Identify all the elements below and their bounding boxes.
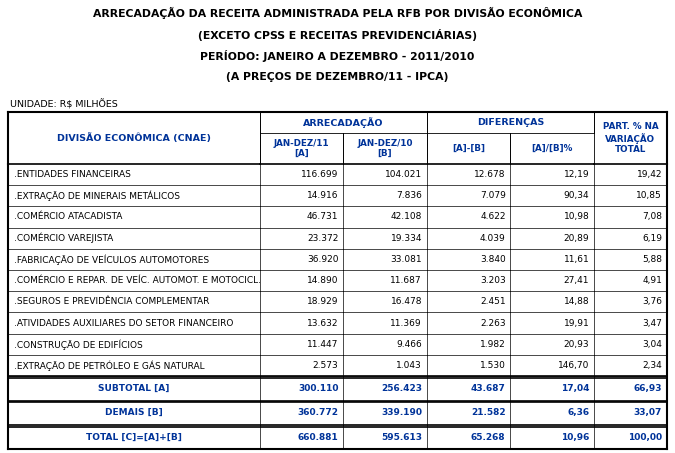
- Text: .CONSTRUÇÃO DE EDIFÍCIOS: .CONSTRUÇÃO DE EDIFÍCIOS: [14, 339, 142, 350]
- Text: .EXTRAÇÃO DE MINERAIS METÁLICOS: .EXTRAÇÃO DE MINERAIS METÁLICOS: [14, 190, 180, 201]
- Text: 14.916: 14.916: [307, 191, 338, 200]
- Text: 4.622: 4.622: [480, 212, 506, 222]
- Text: .COMÉRCIO VAREJISTA: .COMÉRCIO VAREJISTA: [14, 233, 113, 243]
- Text: 3,76: 3,76: [642, 297, 662, 306]
- Text: 7.079: 7.079: [480, 191, 506, 200]
- Text: 2.573: 2.573: [313, 361, 338, 370]
- Text: 12,19: 12,19: [564, 170, 589, 179]
- Text: 13.632: 13.632: [307, 318, 338, 328]
- Text: .ENTIDADES FINANCEIRAS: .ENTIDADES FINANCEIRAS: [14, 170, 130, 179]
- Text: 10,96: 10,96: [561, 433, 589, 442]
- Text: 10,98: 10,98: [564, 212, 589, 222]
- Text: 660.881: 660.881: [298, 433, 338, 442]
- Text: 256.423: 256.423: [381, 384, 422, 393]
- Text: 104.021: 104.021: [385, 170, 422, 179]
- Text: UNIDADE: R$ MILHÕES: UNIDADE: R$ MILHÕES: [10, 99, 118, 110]
- Text: PART. % NA
VARIAÇÃO
TOTAL: PART. % NA VARIAÇÃO TOTAL: [603, 122, 658, 154]
- Text: 1.530: 1.530: [480, 361, 506, 370]
- Text: PERÍODO: JANEIRO A DEZEMBRO - 2011/2010: PERÍODO: JANEIRO A DEZEMBRO - 2011/2010: [200, 50, 475, 62]
- Text: 3.203: 3.203: [480, 276, 506, 285]
- Text: 33,07: 33,07: [634, 408, 662, 417]
- Text: .SEGUROS E PREVIDÊNCIA COMPLEMENTAR: .SEGUROS E PREVIDÊNCIA COMPLEMENTAR: [14, 297, 209, 306]
- Text: 21.582: 21.582: [471, 408, 506, 417]
- Text: (EXCETO CPSS E RECEITAS PREVIDENCIÁRIAS): (EXCETO CPSS E RECEITAS PREVIDENCIÁRIAS): [198, 29, 477, 40]
- Text: 3,04: 3,04: [643, 340, 662, 349]
- Text: 100,00: 100,00: [628, 433, 662, 442]
- Text: ARRECADAÇÃO DA RECEITA ADMINISTRADA PELA RFB POR DIVISÃO ECONÔMICA: ARRECADAÇÃO DA RECEITA ADMINISTRADA PELA…: [92, 7, 582, 19]
- Text: .EXTRAÇÃO DE PETRÓLEO E GÁS NATURAL: .EXTRAÇÃO DE PETRÓLEO E GÁS NATURAL: [14, 360, 204, 371]
- Text: 5,88: 5,88: [642, 255, 662, 264]
- Text: 14.890: 14.890: [307, 276, 338, 285]
- Text: .COMÉRCIO E REPAR. DE VEÍC. AUTOMOT. E MOTOCICL.: .COMÉRCIO E REPAR. DE VEÍC. AUTOMOT. E M…: [14, 276, 261, 285]
- Text: 2.451: 2.451: [480, 297, 506, 306]
- Text: .FABRICAÇÃO DE VEÍCULOS AUTOMOTORES: .FABRICAÇÃO DE VEÍCULOS AUTOMOTORES: [14, 254, 209, 265]
- Text: 11,61: 11,61: [564, 255, 589, 264]
- Text: 360.772: 360.772: [298, 408, 338, 417]
- Text: 6,19: 6,19: [642, 234, 662, 243]
- Text: 6,36: 6,36: [567, 408, 589, 417]
- Text: 17,04: 17,04: [561, 384, 589, 393]
- Text: 11.369: 11.369: [390, 318, 422, 328]
- Text: 146,70: 146,70: [558, 361, 589, 370]
- Text: 46.731: 46.731: [307, 212, 338, 222]
- Text: 66,93: 66,93: [634, 384, 662, 393]
- Text: 339.190: 339.190: [381, 408, 422, 417]
- Text: 11.447: 11.447: [307, 340, 338, 349]
- Text: 1.043: 1.043: [396, 361, 422, 370]
- Text: SUBTOTAL [A]: SUBTOTAL [A]: [98, 384, 169, 393]
- Text: 12.678: 12.678: [474, 170, 506, 179]
- Text: 116.699: 116.699: [301, 170, 338, 179]
- Text: 595.613: 595.613: [381, 433, 422, 442]
- Text: DIVISÃO ECONÔMICA (CNAE): DIVISÃO ECONÔMICA (CNAE): [57, 133, 211, 143]
- Text: 16.478: 16.478: [391, 297, 422, 306]
- Text: 65.268: 65.268: [471, 433, 506, 442]
- Text: (A PREÇOS DE DEZEMBRO/11 - IPCA): (A PREÇOS DE DEZEMBRO/11 - IPCA): [226, 72, 449, 82]
- Text: .ATIVIDADES AUXILIARES DO SETOR FINANCEIRO: .ATIVIDADES AUXILIARES DO SETOR FINANCEI…: [14, 318, 233, 328]
- Text: 3,47: 3,47: [643, 318, 662, 328]
- Text: 33.081: 33.081: [390, 255, 422, 264]
- Text: DIFERENÇAS: DIFERENÇAS: [477, 118, 544, 127]
- Text: 4.039: 4.039: [480, 234, 506, 243]
- Text: 4,91: 4,91: [643, 276, 662, 285]
- Text: 42.108: 42.108: [391, 212, 422, 222]
- Text: 1.982: 1.982: [480, 340, 506, 349]
- Text: ARRECADAÇÃO: ARRECADAÇÃO: [303, 117, 383, 128]
- Text: 14,88: 14,88: [564, 297, 589, 306]
- Text: .COMÉRCIO ATACADISTA: .COMÉRCIO ATACADISTA: [14, 212, 122, 222]
- Text: TOTAL [C]=[A]+[B]: TOTAL [C]=[A]+[B]: [86, 433, 182, 442]
- Text: [A]-[B]: [A]-[B]: [452, 144, 485, 153]
- Text: JAN-DEZ/11
[A]: JAN-DEZ/11 [A]: [273, 139, 329, 158]
- Text: 19,91: 19,91: [564, 318, 589, 328]
- Text: 23.372: 23.372: [307, 234, 338, 243]
- Text: 18.929: 18.929: [307, 297, 338, 306]
- Text: [A]/[B]%: [A]/[B]%: [531, 144, 573, 153]
- Text: 7.836: 7.836: [396, 191, 422, 200]
- Text: DEMAIS [B]: DEMAIS [B]: [105, 408, 163, 417]
- Text: 20,93: 20,93: [564, 340, 589, 349]
- Text: 27,41: 27,41: [564, 276, 589, 285]
- Text: 3.840: 3.840: [480, 255, 506, 264]
- Text: 43.687: 43.687: [470, 384, 506, 393]
- Text: 11.687: 11.687: [390, 276, 422, 285]
- Text: 19.334: 19.334: [391, 234, 422, 243]
- Text: 10,85: 10,85: [637, 191, 662, 200]
- Text: 36.920: 36.920: [307, 255, 338, 264]
- Text: 9.466: 9.466: [396, 340, 422, 349]
- Text: 2,34: 2,34: [643, 361, 662, 370]
- Text: 19,42: 19,42: [637, 170, 662, 179]
- Text: 2.263: 2.263: [480, 318, 506, 328]
- Text: 90,34: 90,34: [564, 191, 589, 200]
- Text: JAN-DEZ/10
[B]: JAN-DEZ/10 [B]: [357, 139, 412, 158]
- Text: 300.110: 300.110: [298, 384, 338, 393]
- Text: 7,08: 7,08: [642, 212, 662, 222]
- Text: 20,89: 20,89: [564, 234, 589, 243]
